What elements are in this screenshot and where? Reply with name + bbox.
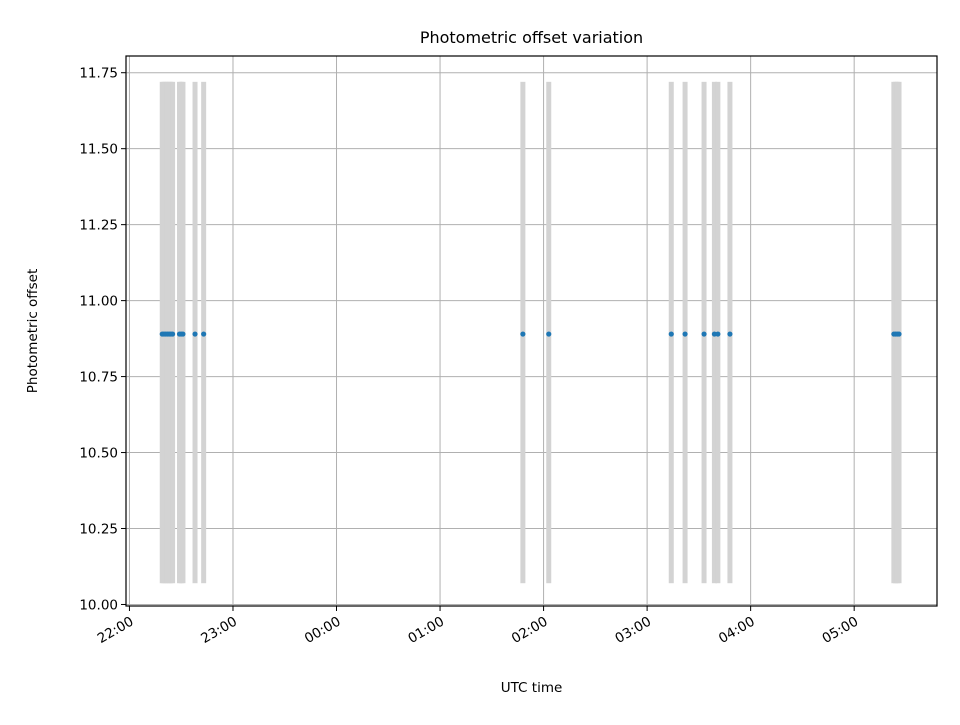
y-tick-label: 11.75: [79, 66, 118, 82]
data-point: [896, 331, 902, 337]
data-point: [546, 331, 552, 337]
data-point: [169, 331, 176, 337]
plot-frame: [125, 55, 938, 607]
data-point: [520, 331, 526, 337]
y-tick-label: 10.50: [79, 446, 118, 462]
x-axis-label: UTC time: [501, 680, 563, 696]
data-point: [727, 331, 733, 337]
y-tick-label: 10.75: [79, 370, 118, 386]
y-tick-label: 11.25: [79, 218, 118, 234]
data-point: [201, 331, 207, 337]
data-point: [682, 331, 688, 337]
data-point: [715, 331, 721, 337]
y-tick-label: 11.50: [79, 142, 118, 158]
data-point: [180, 331, 186, 337]
y-tick-label: 10.25: [79, 522, 118, 538]
chart-title: Photometric offset variation: [420, 28, 643, 47]
y-tick-label: 11.00: [79, 294, 118, 310]
grid-lines: [126, 56, 937, 606]
data-points: [159, 331, 902, 337]
data-point: [668, 331, 674, 337]
data-point: [701, 331, 707, 337]
y-tick-label: 10.00: [79, 597, 118, 613]
y-axis-label: Photometric offset: [25, 269, 41, 393]
data-point: [192, 331, 198, 337]
